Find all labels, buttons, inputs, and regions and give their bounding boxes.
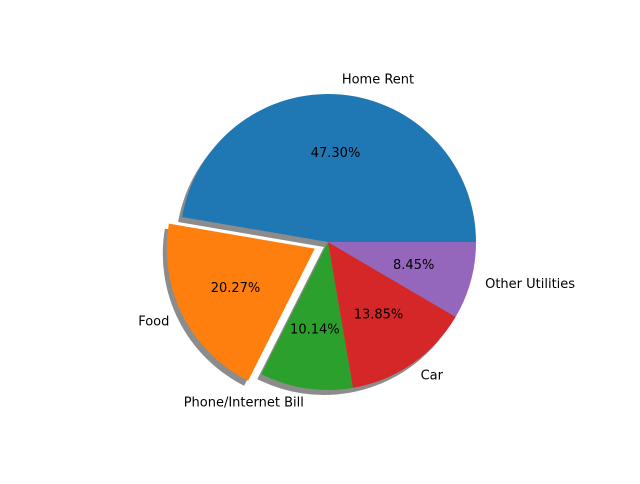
slice-layer [166,94,477,390]
pct-label-other-utilities: 8.45% [393,258,434,273]
slice-food [166,223,315,381]
category-label-home-rent: Home Rent [342,72,414,87]
pct-label-phone-internet-bill: 10.14% [290,322,340,337]
label-layer: 47.30% Home Rent 20.27% Food 10.14% Phone/Int… [138,72,575,410]
pct-label-car: 13.85% [354,308,404,323]
slice-phone-internet-bill [261,242,354,390]
category-label-other-utilities: Other Utilities [485,277,575,292]
slice-other-utilities [328,242,476,317]
category-label-phone-internet-bill: Phone/Internet Bill [184,396,304,411]
category-label-car: Car [421,368,444,383]
pct-label-home-rent: 47.30% [311,146,361,161]
category-label-food: Food [138,314,169,329]
slice-home-rent [182,94,477,243]
pct-label-food: 20.27% [211,281,261,296]
slice-car [328,242,456,388]
